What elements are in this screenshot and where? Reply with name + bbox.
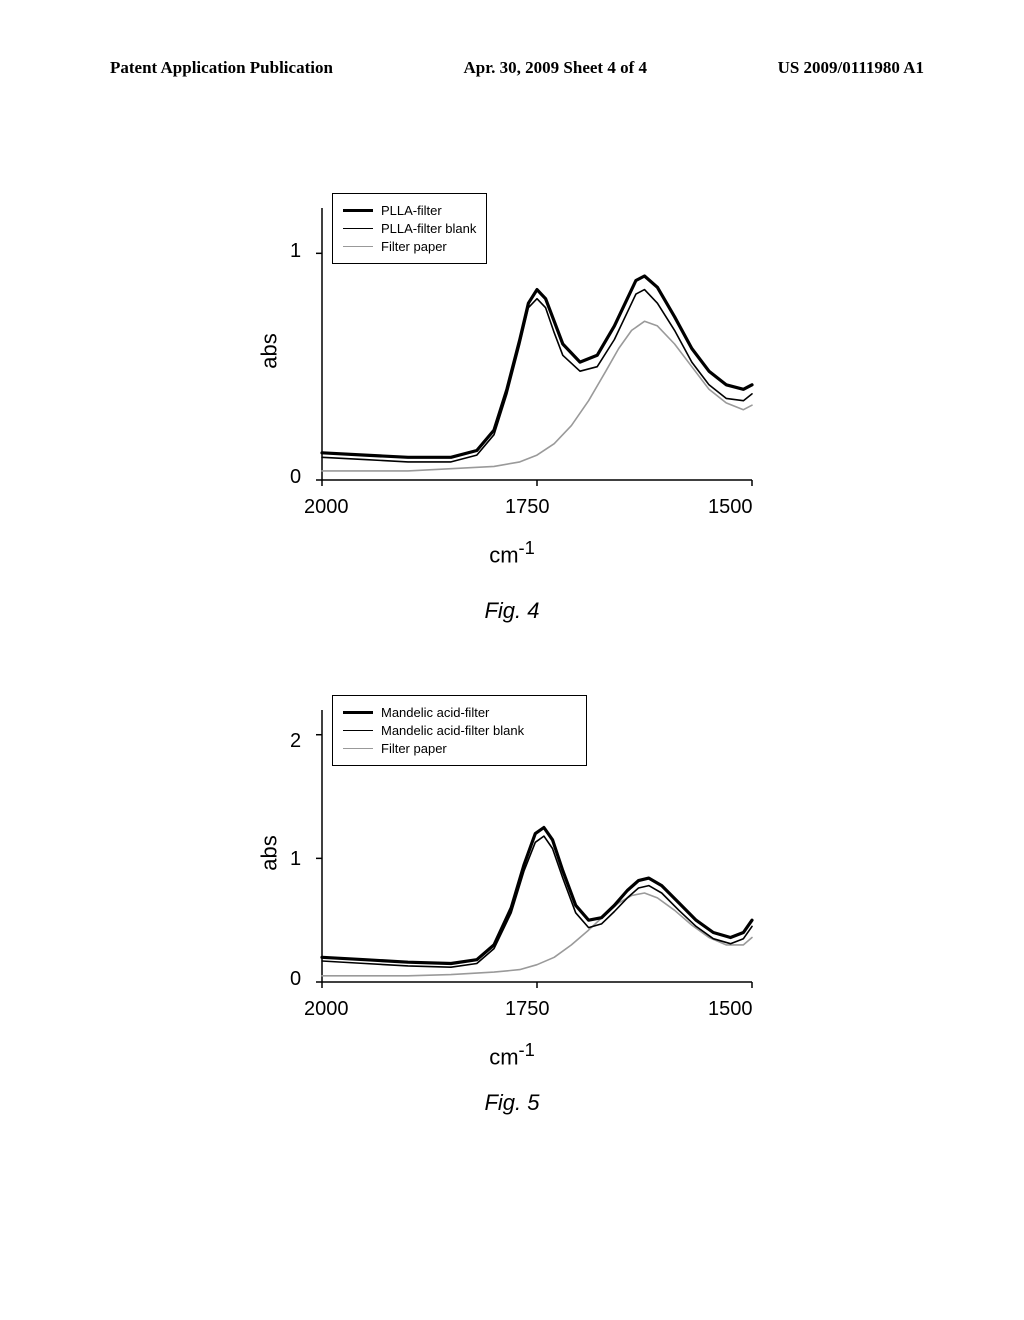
fig5-xtick-1: 1750 [505,998,550,1021]
header-center: Apr. 30, 2009 Sheet 4 of 4 [463,58,647,78]
fig4-xlabel-text: cm [489,542,518,567]
fig5-xlabel: cm-1 [489,1039,535,1070]
fig5-legend-row-1: Mandelic acid-filter blank [343,723,576,738]
fig4-xtick-2: 1500 [708,496,753,519]
fig5-legend: Mandelic acid-filter Mandelic acid-filte… [332,695,587,766]
figure-4: PLLA-filter PLLA-filter blank Filter pap… [262,198,762,624]
fig5-xlabel-sup: -1 [519,1039,535,1060]
legend-swatch-icon [343,209,373,212]
fig4-chart: PLLA-filter PLLA-filter blank Filter pap… [262,198,762,518]
fig5-xlabel-text: cm [489,1044,518,1069]
fig4-xlabel: cm-1 [489,537,535,568]
fig5-ytick-1: 1 [290,848,301,871]
fig4-ytick-1: 1 [290,240,301,263]
legend-swatch-icon [343,730,373,732]
legend-label: Mandelic acid-filter [381,705,489,720]
figure-5: Mandelic acid-filter Mandelic acid-filte… [262,700,762,1116]
page-header: Patent Application Publication Apr. 30, … [0,58,1024,78]
fig5-xtick-2: 1500 [708,998,753,1021]
fig5-chart: Mandelic acid-filter Mandelic acid-filte… [262,700,762,1020]
fig5-ytick-2: 2 [290,730,301,753]
fig4-xtick-1: 1750 [505,496,550,519]
fig4-legend: PLLA-filter PLLA-filter blank Filter pap… [332,193,487,264]
fig4-xtick-0: 2000 [304,496,349,519]
legend-swatch-icon [343,711,373,714]
header-left: Patent Application Publication [110,58,333,78]
fig5-xtick-0: 2000 [304,998,349,1021]
fig4-caption: Fig. 4 [262,598,762,624]
fig4-ytick-0: 0 [290,466,301,489]
fig4-legend-row-1: PLLA-filter blank [343,221,476,236]
fig4-legend-row-2: Filter paper [343,239,476,254]
fig4-ylabel: abs [257,333,283,368]
legend-label: Filter paper [381,239,447,254]
fig5-legend-row-0: Mandelic acid-filter [343,705,576,720]
fig5-ylabel: abs [257,835,283,870]
header-right: US 2009/0111980 A1 [778,58,924,78]
legend-label: PLLA-filter blank [381,221,476,236]
fig4-xlabel-sup: -1 [519,537,535,558]
fig5-ytick-0: 0 [290,968,301,991]
legend-label: Mandelic acid-filter blank [381,723,524,738]
legend-swatch-icon [343,228,373,230]
fig5-legend-row-2: Filter paper [343,741,576,756]
legend-label: PLLA-filter [381,203,442,218]
fig4-legend-row-0: PLLA-filter [343,203,476,218]
legend-swatch-icon [343,246,373,248]
legend-label: Filter paper [381,741,447,756]
legend-swatch-icon [343,748,373,750]
fig5-caption: Fig. 5 [262,1090,762,1116]
